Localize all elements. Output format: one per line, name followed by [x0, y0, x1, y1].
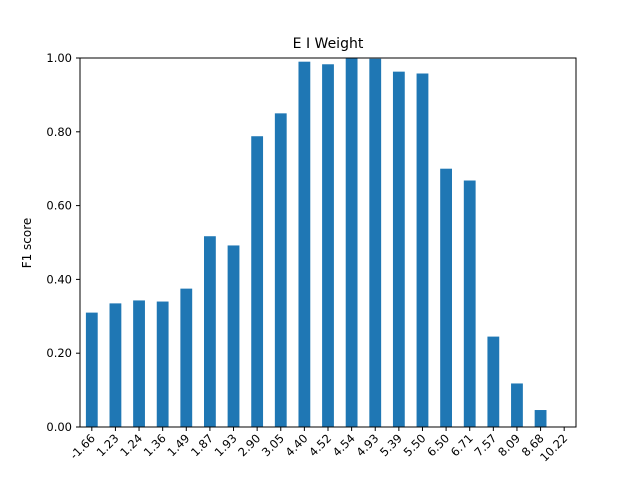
bar	[227, 245, 240, 427]
x-axis-ticks: -1.661.231.241.361.491.871.932.903.054.4…	[67, 427, 570, 464]
bars-group	[85, 58, 547, 428]
bar	[345, 58, 358, 427]
bar	[487, 336, 500, 427]
bar	[156, 301, 169, 427]
x-tick-label: 6.50	[424, 431, 452, 459]
x-tick-label: 8.09	[495, 431, 523, 459]
bar	[298, 61, 311, 427]
y-axis-title: F1 score	[20, 218, 34, 269]
x-tick-label: 5.50	[401, 431, 429, 459]
bar	[322, 64, 334, 428]
x-tick-label: 5.39	[377, 431, 405, 459]
y-axis-ticks: 0.00 0.20 0.40 0.60 0.80 1.00	[46, 51, 80, 434]
bar	[204, 236, 216, 427]
bar	[180, 288, 193, 428]
y-tick-label: 1.00	[46, 51, 72, 65]
bar	[85, 312, 98, 427]
bar	[133, 300, 145, 427]
x-tick-label: 3.05	[259, 431, 287, 459]
y-tick-label: 0.60	[46, 199, 72, 213]
x-tick-label: 10.22	[537, 431, 570, 464]
x-tick-label: 4.40	[282, 431, 310, 459]
bar	[511, 383, 523, 427]
chart-title: E I Weight	[293, 36, 364, 52]
x-tick-label: 2.90	[235, 431, 263, 459]
y-tick-label: 0.80	[46, 125, 72, 139]
bar	[534, 410, 547, 427]
y-tick-label: 0.20	[46, 346, 72, 360]
bar	[392, 71, 405, 428]
y-tick-label: 0.40	[46, 272, 72, 286]
bar	[463, 180, 476, 427]
bar	[109, 303, 122, 427]
x-tick-label: 1.36	[141, 431, 169, 459]
x-tick-label: 1.23	[94, 431, 122, 459]
x-tick-label: 1.93	[212, 431, 240, 459]
x-tick-label: 6.71	[448, 431, 476, 459]
x-tick-label: 4.93	[353, 431, 381, 459]
x-tick-label: 1.87	[188, 431, 216, 459]
bar	[369, 58, 382, 428]
x-tick-label: 1.24	[117, 431, 145, 459]
x-tick-label: 4.52	[306, 431, 334, 459]
bar	[274, 113, 287, 427]
bar	[416, 73, 429, 427]
x-tick-label: -1.66	[67, 431, 98, 462]
x-tick-label: 1.49	[164, 431, 192, 459]
x-tick-label: 4.54	[330, 431, 358, 459]
x-tick-label: 7.57	[471, 431, 499, 459]
plot-frame	[79, 57, 577, 428]
y-tick-label: 0.00	[46, 420, 72, 434]
bar	[440, 168, 452, 427]
bar	[251, 136, 264, 428]
